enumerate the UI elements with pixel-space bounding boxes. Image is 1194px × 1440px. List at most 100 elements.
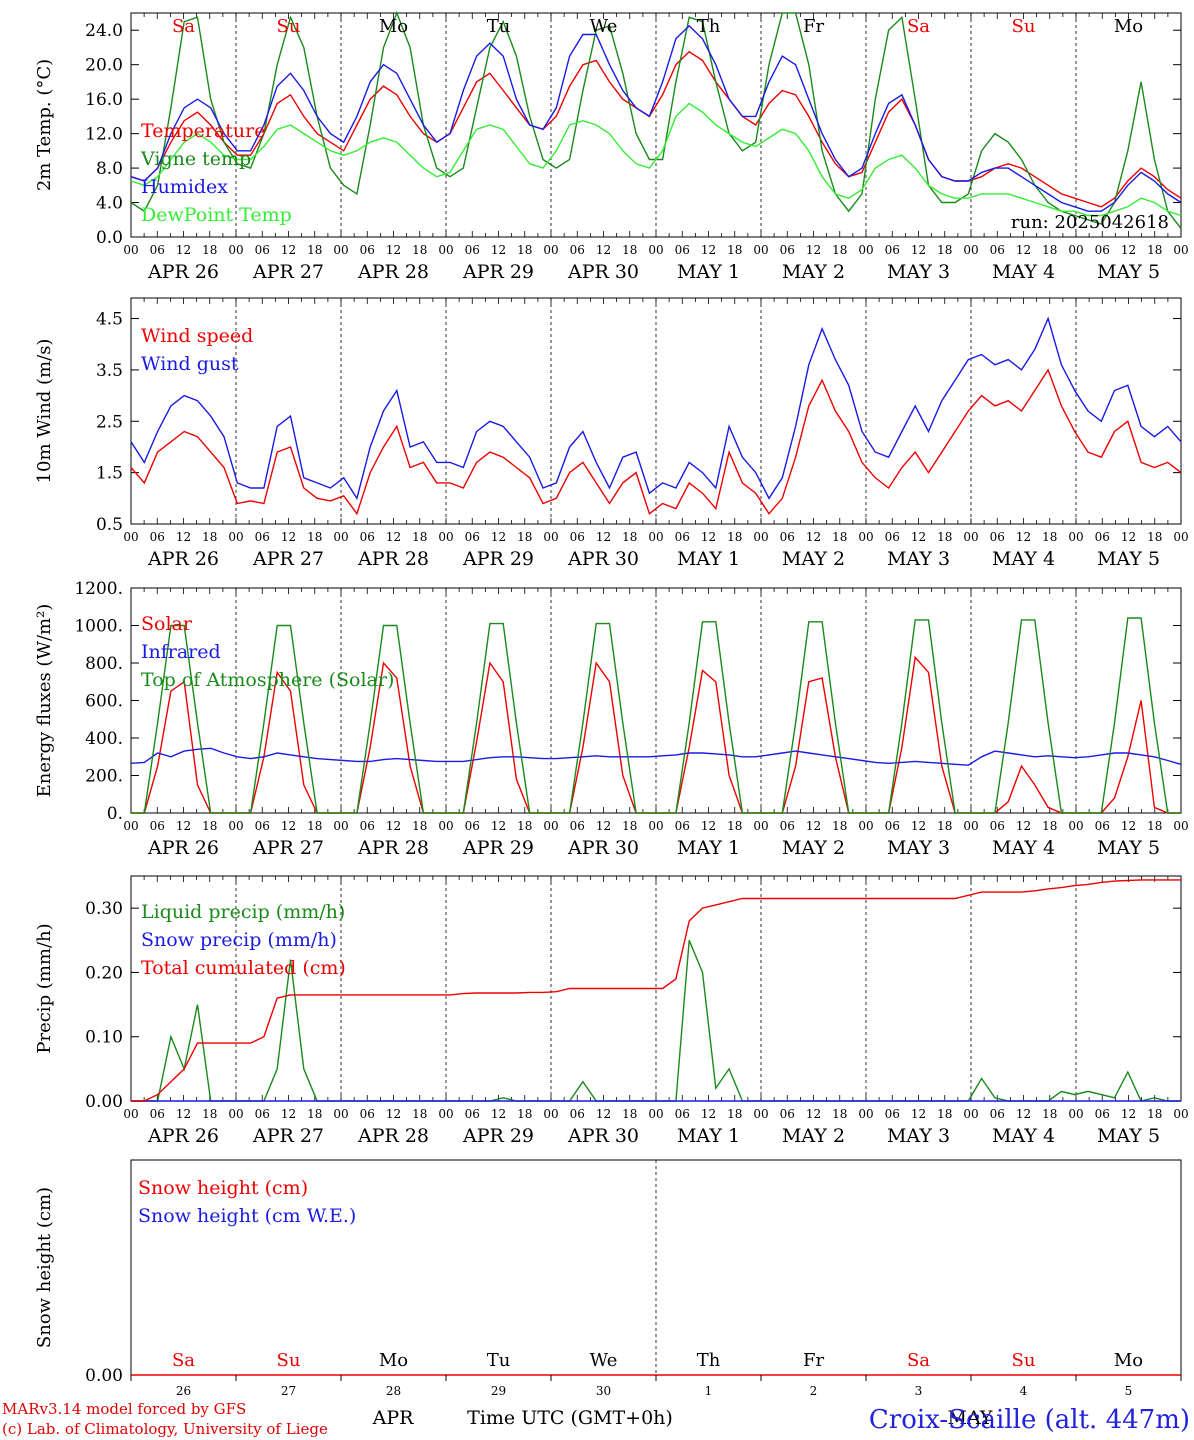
hour-tick-label: 06 xyxy=(1095,243,1110,257)
date-label: APR 28 xyxy=(357,837,429,859)
panel-1 xyxy=(130,11,1182,238)
hour-tick-label: 12 xyxy=(701,243,716,257)
hour-tick-label: 18 xyxy=(517,530,532,544)
hour-tick-label: 06 xyxy=(570,243,585,257)
hour-tick-label: 06 xyxy=(360,1107,375,1121)
panel-2 xyxy=(130,297,1182,525)
legend-entry: Vigne temp xyxy=(140,148,251,170)
date-label: MAY 1 xyxy=(677,837,740,859)
date-label: APR 27 xyxy=(252,261,324,283)
hour-tick-label: 06 xyxy=(990,530,1005,544)
hour-tick-label: 06 xyxy=(360,243,375,257)
weekday-label: Su xyxy=(277,1350,301,1371)
hour-tick-label: 12 xyxy=(386,530,401,544)
date-label: MAY 4 xyxy=(992,261,1055,283)
hour-tick-label: 00 xyxy=(333,530,348,544)
hour-tick-label: 00 xyxy=(228,1107,243,1121)
hour-tick-label: 12 xyxy=(701,530,716,544)
hour-tick-label: 00 xyxy=(228,530,243,544)
hour-tick-label: 12 xyxy=(806,1107,821,1121)
date-label: APR 30 xyxy=(567,548,639,570)
hour-tick-label: 18 xyxy=(1042,243,1057,257)
date-label: APR 26 xyxy=(147,837,219,859)
y-tick-label: 1.5 xyxy=(96,464,123,484)
y-tick-label: 4.5 xyxy=(96,310,123,330)
site-label: Croix-Scaille (alt. 447m) xyxy=(869,1405,1190,1435)
hour-tick-label: 12 xyxy=(806,243,821,257)
hour-tick-label: 06 xyxy=(990,243,1005,257)
date-label: MAY 2 xyxy=(782,1125,845,1147)
day-number: 5 xyxy=(1125,1384,1133,1398)
hour-tick-label: 12 xyxy=(491,819,506,833)
y-tick-label: 8.0 xyxy=(96,159,123,179)
hour-tick-label: 12 xyxy=(701,819,716,833)
weekday-label: Su xyxy=(1012,16,1036,37)
weekday-label: Mo xyxy=(1114,16,1143,37)
hour-tick-label: 00 xyxy=(543,530,558,544)
date-label: APR 30 xyxy=(567,261,639,283)
date-label: APR 26 xyxy=(147,548,219,570)
hour-tick-label: 00 xyxy=(648,1107,663,1121)
panel-4 xyxy=(130,875,1182,1102)
legend-entry: Temperature xyxy=(141,120,265,142)
hour-tick-label: 12 xyxy=(1016,243,1031,257)
series-line xyxy=(130,368,1182,516)
weekday-label: Fr xyxy=(803,16,824,37)
weekday-label: Sa xyxy=(907,1350,930,1371)
hour-tick-label: 00 xyxy=(1173,1107,1188,1121)
run-annotation: run: 2025042618 xyxy=(1011,212,1169,233)
day-number: 1 xyxy=(705,1384,713,1398)
hour-tick-label: 06 xyxy=(1095,530,1110,544)
hour-tick-label: 06 xyxy=(675,243,690,257)
date-label: MAY 5 xyxy=(1097,548,1160,570)
legend-entry: Solar xyxy=(141,613,193,635)
hour-tick-label: 06 xyxy=(885,1107,900,1121)
hour-tick-label: 18 xyxy=(832,530,847,544)
y-axis-label: Precip (mm/h) xyxy=(34,923,55,1053)
y-axis-label: 10m Wind (m/s) xyxy=(34,339,55,484)
hour-tick-label: 18 xyxy=(1042,1107,1057,1121)
hour-tick-label: 00 xyxy=(438,1107,453,1121)
hour-tick-label: 00 xyxy=(963,530,978,544)
time-axis-label: Time UTC (GMT+0h) xyxy=(467,1407,673,1429)
series-line xyxy=(130,747,1182,766)
hour-tick-label: 06 xyxy=(885,819,900,833)
hour-tick-label: 00 xyxy=(1068,819,1083,833)
y-axis-label: Snow height (cm) xyxy=(34,1187,55,1348)
hour-tick-label: 06 xyxy=(360,819,375,833)
legend-entry: Infrared xyxy=(141,641,221,663)
hour-tick-label: 12 xyxy=(1121,243,1136,257)
hour-tick-label: 12 xyxy=(596,1107,611,1121)
hour-tick-label: 12 xyxy=(491,1107,506,1121)
y-tick-label: 0.10 xyxy=(85,1028,123,1048)
date-label: MAY 3 xyxy=(887,837,950,859)
hour-tick-label: 12 xyxy=(491,530,506,544)
y-tick-label: 1200. xyxy=(74,579,123,599)
legend-entry: Wind speed xyxy=(141,325,253,347)
hour-tick-label: 12 xyxy=(281,530,296,544)
hour-tick-label: 00 xyxy=(123,1107,138,1121)
hour-tick-label: 06 xyxy=(150,243,165,257)
hour-tick-label: 12 xyxy=(176,819,191,833)
hour-tick-label: 00 xyxy=(333,243,348,257)
hour-tick-label: 06 xyxy=(255,1107,270,1121)
legend-entry: Top of Atmosphere (Solar) xyxy=(141,669,394,691)
date-label: MAY 2 xyxy=(782,548,845,570)
date-label: APR 30 xyxy=(567,1125,639,1147)
hour-tick-label: 18 xyxy=(937,243,952,257)
y-tick-label: 600. xyxy=(85,692,123,712)
hour-tick-label: 12 xyxy=(491,243,506,257)
hour-tick-label: 00 xyxy=(1068,243,1083,257)
hour-tick-label: 12 xyxy=(596,530,611,544)
date-label: APR 29 xyxy=(462,837,534,859)
date-label: APR 29 xyxy=(462,548,534,570)
hour-tick-label: 06 xyxy=(150,819,165,833)
day-number: 3 xyxy=(915,1384,923,1398)
date-label: MAY 3 xyxy=(887,1125,950,1147)
hour-tick-label: 12 xyxy=(701,1107,716,1121)
hour-tick-label: 00 xyxy=(543,1107,558,1121)
hour-tick-label: 12 xyxy=(1016,819,1031,833)
hour-tick-label: 18 xyxy=(517,243,532,257)
hour-tick-label: 18 xyxy=(937,1107,952,1121)
hour-tick-label: 12 xyxy=(806,819,821,833)
